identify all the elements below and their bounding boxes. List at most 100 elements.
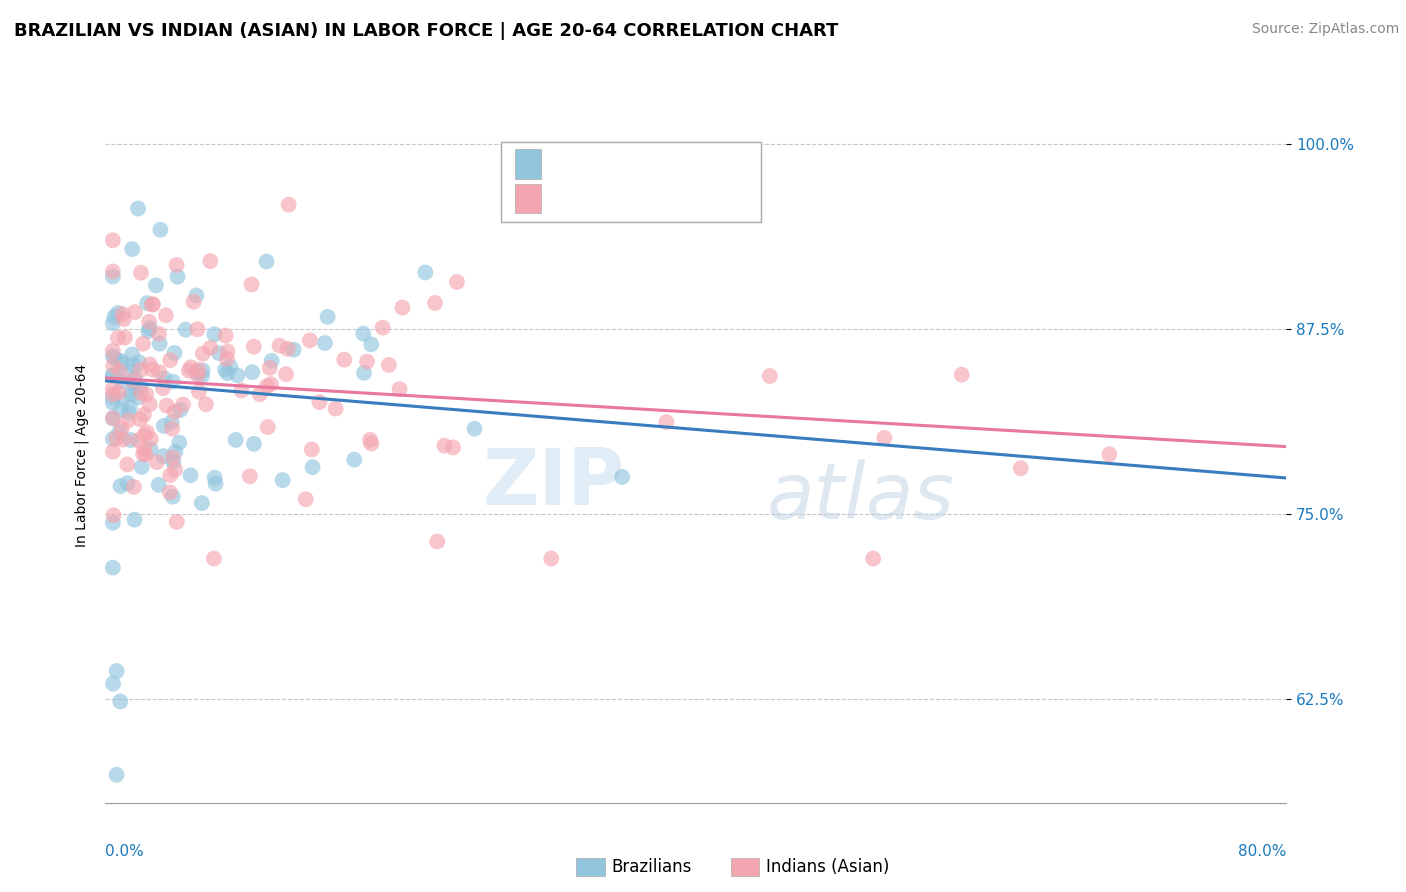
- Point: [231, 384, 253, 398]
- Point: [132, 408, 155, 422]
- Point: [162, 455, 184, 469]
- Point: [153, 419, 176, 434]
- Point: [142, 297, 165, 311]
- Point: [166, 515, 188, 529]
- Text: 80.0%: 80.0%: [1239, 845, 1286, 859]
- Point: [120, 387, 142, 401]
- Point: [214, 362, 236, 376]
- Point: [343, 452, 366, 467]
- Point: [180, 468, 202, 483]
- Point: [260, 377, 283, 392]
- Point: [101, 387, 124, 401]
- Point: [155, 308, 177, 322]
- Point: [148, 326, 170, 341]
- Point: [226, 368, 249, 383]
- Point: [108, 364, 131, 378]
- Point: [314, 336, 336, 351]
- Point: [240, 277, 263, 292]
- Point: [149, 336, 172, 351]
- Point: [200, 254, 222, 268]
- Point: [316, 310, 339, 324]
- Bar: [515, 150, 541, 178]
- Point: [159, 485, 181, 500]
- Point: [759, 369, 782, 384]
- Point: [540, 551, 562, 566]
- Point: [112, 392, 135, 406]
- Point: [294, 492, 316, 507]
- Text: R = -0.104   N = 96: R = -0.104 N = 96: [554, 155, 717, 173]
- Point: [277, 197, 299, 211]
- Point: [129, 412, 152, 426]
- Point: [283, 343, 305, 357]
- Point: [191, 496, 214, 510]
- Point: [124, 372, 146, 386]
- Point: [184, 365, 207, 379]
- Point: [138, 315, 160, 329]
- Point: [132, 336, 155, 351]
- Point: [105, 664, 128, 678]
- Point: [1098, 447, 1121, 461]
- Point: [122, 364, 145, 378]
- Point: [120, 433, 142, 447]
- Point: [128, 355, 150, 369]
- Point: [104, 351, 127, 366]
- Point: [204, 471, 226, 485]
- Point: [111, 357, 134, 371]
- Point: [260, 354, 283, 368]
- Point: [145, 278, 167, 293]
- Bar: [515, 185, 541, 213]
- Point: [325, 401, 347, 416]
- Point: [269, 339, 291, 353]
- Point: [301, 460, 323, 475]
- Point: [204, 476, 226, 491]
- Point: [243, 437, 266, 451]
- Text: ZIP: ZIP: [482, 445, 626, 521]
- Point: [217, 344, 239, 359]
- Point: [139, 432, 162, 446]
- Point: [378, 358, 401, 372]
- Point: [131, 459, 153, 474]
- Point: [215, 351, 238, 366]
- Point: [433, 439, 456, 453]
- Point: [114, 330, 136, 344]
- Point: [136, 324, 159, 338]
- Point: [129, 266, 152, 280]
- Point: [166, 258, 188, 272]
- Point: [101, 411, 124, 425]
- Point: [242, 340, 264, 354]
- Point: [352, 326, 374, 341]
- Point: [277, 342, 299, 356]
- Point: [371, 320, 394, 334]
- Point: [138, 357, 160, 371]
- Point: [101, 269, 124, 284]
- Point: [112, 433, 135, 447]
- Point: [163, 405, 186, 419]
- Point: [101, 396, 124, 410]
- Point: [110, 354, 132, 368]
- Point: [107, 331, 129, 345]
- Point: [165, 463, 187, 477]
- Point: [862, 551, 884, 566]
- Point: [110, 403, 132, 417]
- Point: [308, 395, 330, 409]
- Y-axis label: In Labor Force | Age 20-64: In Labor Force | Age 20-64: [75, 363, 89, 547]
- Point: [1010, 461, 1032, 475]
- Point: [121, 347, 143, 361]
- Point: [118, 406, 141, 420]
- Point: [101, 349, 124, 363]
- Text: atlas: atlas: [766, 458, 955, 534]
- Point: [124, 382, 146, 396]
- Point: [108, 385, 131, 400]
- Text: Indians (Asian): Indians (Asian): [766, 858, 890, 876]
- Point: [655, 415, 678, 429]
- Point: [202, 327, 225, 342]
- Point: [219, 359, 242, 374]
- Point: [187, 368, 209, 382]
- Point: [136, 296, 159, 310]
- Point: [136, 425, 159, 440]
- Point: [356, 354, 378, 368]
- Point: [103, 359, 125, 373]
- Point: [152, 381, 174, 395]
- Point: [101, 382, 124, 396]
- Point: [131, 386, 153, 401]
